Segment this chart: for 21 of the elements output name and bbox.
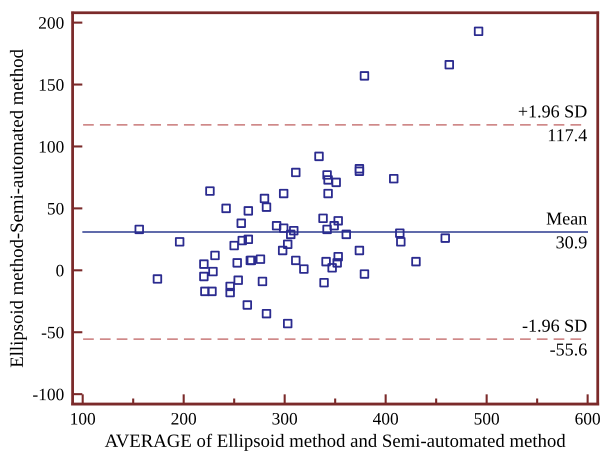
y-tick-label: 150 — [40, 79, 64, 91]
y-tick-label: -100 — [33, 388, 64, 400]
x-tick-label: 500 — [474, 412, 500, 425]
x-axis-title: AVERAGE of Ellipsoid method and Semi-automated method — [104, 434, 566, 451]
annotation: 117.4 — [548, 129, 587, 142]
y-tick-label: 50 — [48, 202, 64, 215]
x-tick-label: 300 — [272, 412, 298, 425]
annotation: 30.9 — [556, 236, 586, 249]
x-tick-label: 600 — [575, 412, 600, 425]
ref-line-label: -1.96 SD — [522, 320, 587, 332]
ref-line-label: Mean — [546, 212, 587, 225]
annotation: -55.6 — [550, 343, 587, 356]
x-tick-label: 400 — [372, 412, 398, 425]
x-tick-label: 100 — [71, 412, 96, 425]
y-tick-label: -50 — [42, 326, 64, 338]
x-tick-label: 200 — [171, 412, 196, 425]
y-axis-title: Ellipsoid method-Semi-automated method — [10, 49, 27, 368]
y-tick-label: 0 — [56, 264, 64, 277]
y-tick-label: 100 — [40, 140, 64, 153]
ref-line-label: +1.96 SD — [518, 105, 587, 118]
y-tick-label: 200 — [38, 17, 64, 29]
